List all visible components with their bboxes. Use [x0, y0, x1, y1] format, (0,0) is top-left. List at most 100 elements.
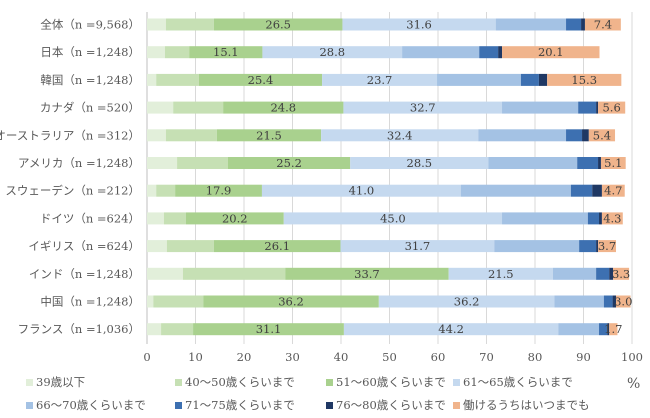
bar-segment [147, 295, 154, 308]
bar-segment [582, 129, 589, 142]
category-label: フランス（n =1,036） [18, 322, 140, 336]
x-tick-label: 10 [188, 350, 203, 364]
data-label: 31.7 [405, 239, 431, 253]
data-label: 36.2 [454, 295, 480, 309]
x-tick-label: 0 [143, 350, 150, 364]
gridlines [146, 12, 633, 344]
bar-segment [164, 46, 190, 59]
x-tick-label: 40 [334, 350, 349, 364]
bar-segment [261, 184, 461, 197]
bar-segment [579, 240, 597, 253]
data-label: 21.5 [256, 128, 282, 142]
data-label: 24.8 [270, 101, 296, 115]
x-tick-label: 80 [528, 350, 543, 364]
data-label: 28.5 [407, 156, 433, 170]
bar-segment [598, 157, 601, 169]
x-tick-label: 90 [576, 350, 591, 364]
bar-segment [163, 212, 186, 225]
data-label: 5.4 [593, 128, 611, 142]
bar-segment [584, 18, 621, 31]
x-tick-label: 70 [479, 350, 494, 364]
bar-segment [173, 101, 224, 114]
x-tick-label: 50 [382, 350, 397, 364]
bar-segment [448, 267, 553, 280]
x-tick-label: 60 [431, 350, 446, 364]
bar-segment [478, 129, 567, 142]
bar-segment [198, 73, 323, 86]
bar-segment [189, 46, 263, 59]
data-label: 7.4 [594, 18, 612, 32]
category-label: ドイツ（n =624） [40, 211, 140, 225]
data-label: 26.1 [264, 239, 290, 253]
x-axis-tick-labels: 0 10 20 30 40 50 60 70 80 90 100 [143, 350, 643, 364]
bar-segment [592, 184, 602, 197]
category-label: スウェーデン（n =212） [5, 184, 140, 198]
category-label: カナダ（n =520） [40, 101, 140, 115]
data-label: 41.0 [349, 184, 375, 198]
data-label: 31.1 [256, 322, 282, 336]
bar-segment [566, 18, 582, 31]
bar-segment [147, 73, 157, 86]
bar-segment [552, 267, 597, 280]
unit-label: % [627, 376, 641, 392]
bar-segment [577, 157, 599, 169]
bars [147, 18, 631, 336]
category-label: 韓国（n =1,248） [40, 73, 140, 87]
bar-segment [554, 295, 604, 308]
bar-segment [437, 73, 521, 86]
bar-segment [598, 101, 626, 114]
bar-segment [612, 295, 616, 308]
bar-segment [147, 46, 165, 59]
bar-segment [601, 184, 625, 197]
bar-segment [598, 240, 616, 253]
data-label: 4.7 [604, 184, 622, 198]
data-label: 5.1 [604, 156, 622, 170]
category-label: アメリカ（n =1,248） [18, 156, 140, 170]
bar-segment [498, 46, 503, 59]
category-labels: 全体（n =9,568） 日本（n =1,248） 韓国（n =1,248） カナダ（… [0, 18, 140, 337]
bar-segment [599, 323, 608, 336]
bar-segment [547, 73, 622, 86]
bar-segment [147, 129, 166, 142]
bar-segment [596, 240, 599, 253]
bar-segment [147, 101, 174, 114]
data-label: 17.9 [206, 184, 232, 198]
bar-segment [615, 295, 631, 308]
data-label: 45.0 [380, 211, 406, 225]
bar-segment [538, 73, 548, 86]
category-label: イギリス（n =624） [28, 239, 140, 253]
bar-segment [185, 212, 284, 225]
bar-segment [402, 46, 480, 59]
data-label: 23.7 [367, 73, 393, 87]
category-label: 中国（n =1,248） [40, 295, 140, 309]
data-label: 36.2 [278, 295, 304, 309]
data-label: 25.4 [248, 73, 274, 87]
bar-segment [603, 295, 613, 308]
bar-segment [322, 73, 438, 86]
category-label: 日本（n =1,248） [40, 45, 140, 59]
bar-segment [216, 129, 322, 142]
data-label: 3.7 [598, 239, 616, 253]
bar-segment [147, 18, 166, 31]
bar-segment [581, 18, 585, 31]
bar-segment [175, 184, 262, 197]
bar-segment [378, 295, 555, 308]
bar-segment [166, 240, 214, 253]
data-label: 25.2 [276, 156, 302, 170]
bar-segment [203, 295, 379, 308]
bar-segment [285, 267, 449, 280]
category-label: インド（n =1,248） [29, 267, 140, 281]
data-label: 26.5 [265, 18, 291, 32]
data-label: 4.3 [603, 211, 621, 225]
bar-segment [578, 101, 597, 114]
bar-segment [479, 46, 499, 59]
data-label: 3.0 [614, 295, 632, 309]
bar-segment [520, 73, 539, 86]
data-label: 20.1 [538, 45, 564, 59]
data-label: 5.6 [602, 101, 620, 115]
x-tick-label: 20 [237, 350, 252, 364]
bar-segment [147, 240, 167, 253]
category-label: 全体（n =9,568） [40, 18, 140, 32]
bar-segment [609, 267, 614, 280]
bar-segment [600, 157, 626, 169]
